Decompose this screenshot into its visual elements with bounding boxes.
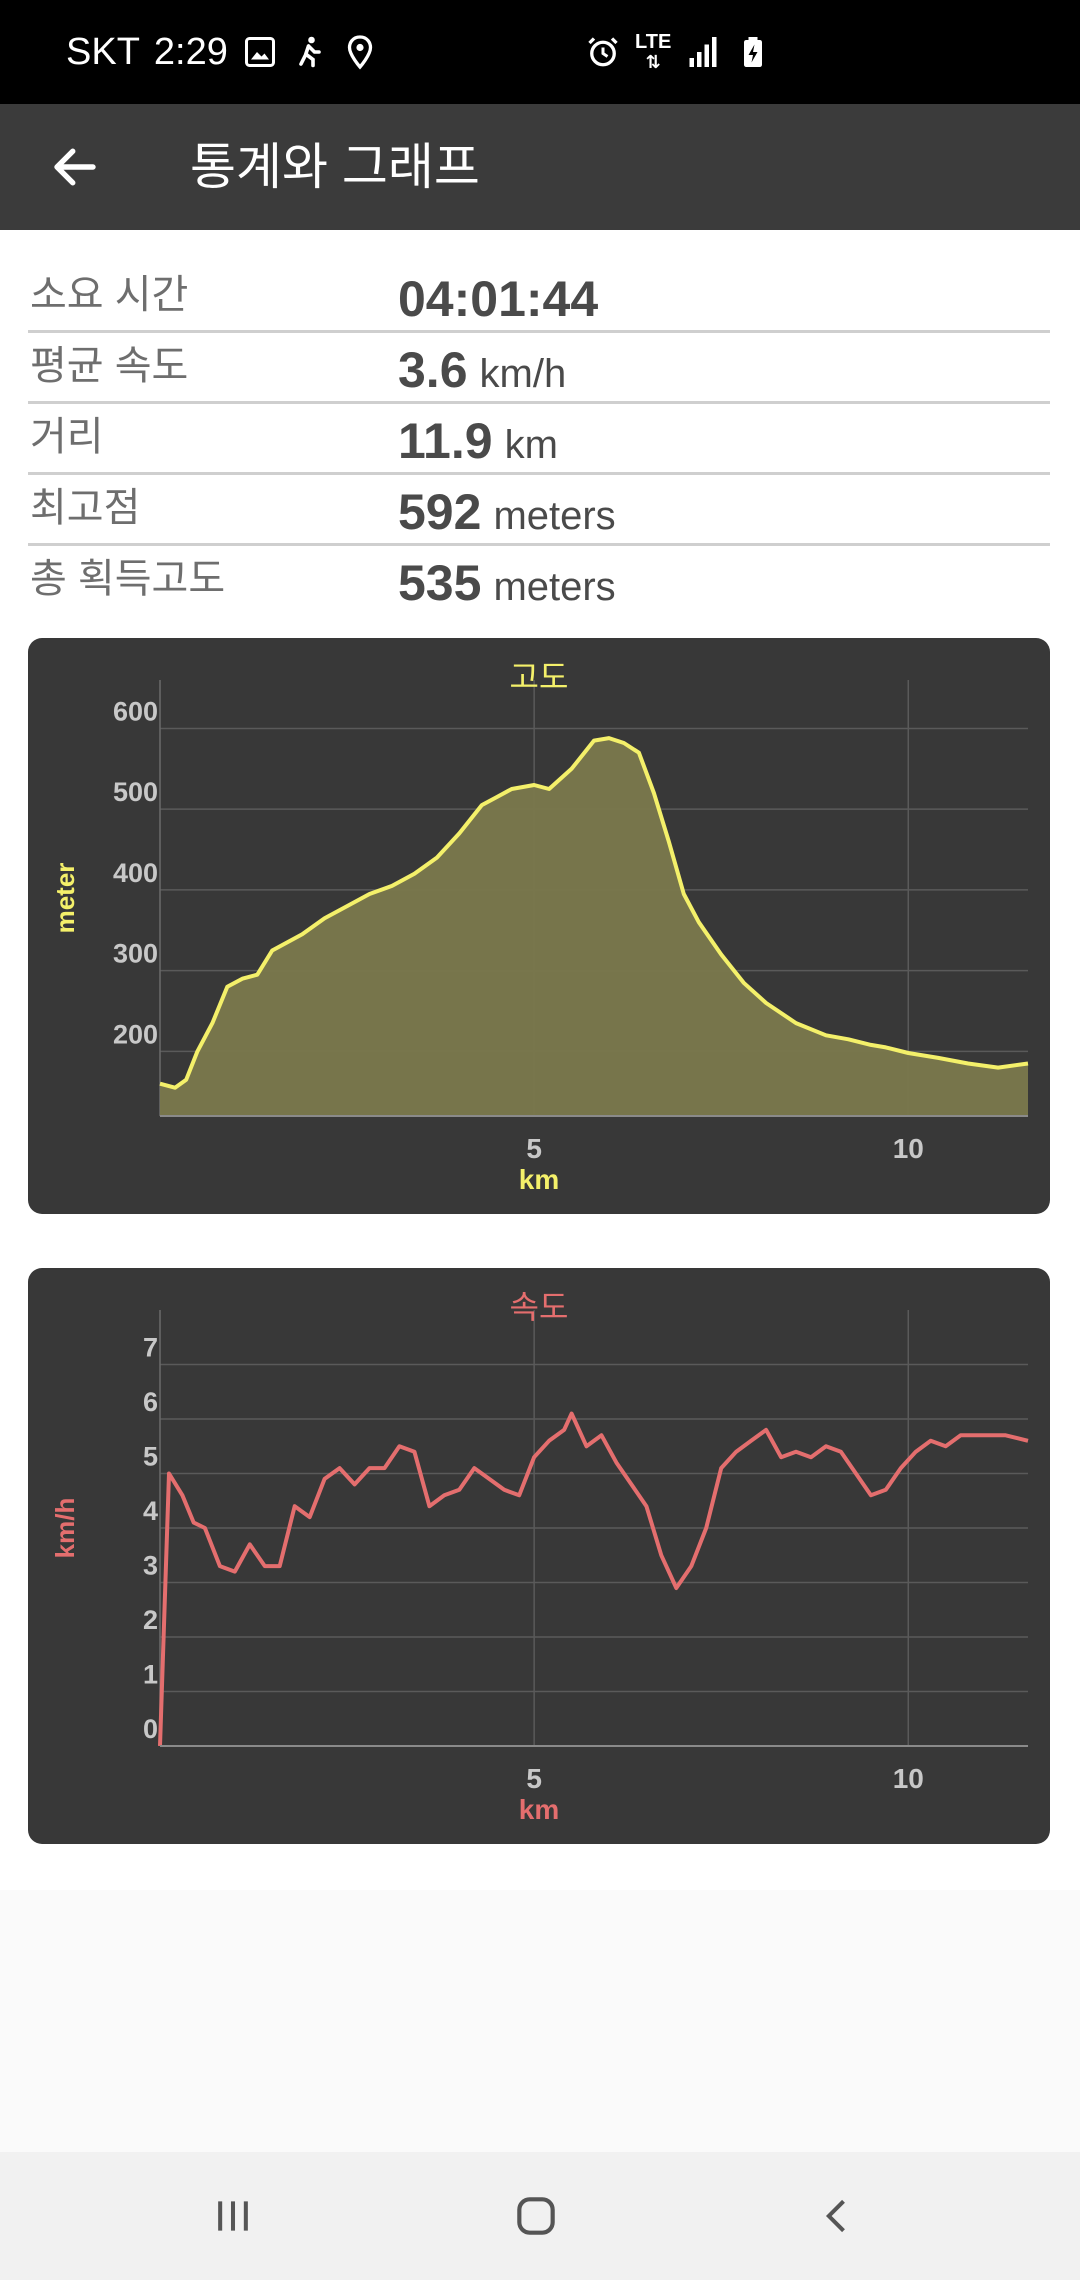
x-tick-label: 5	[526, 1133, 542, 1164]
alarm-icon	[588, 37, 618, 67]
data-arrows-icon: ⇅	[645, 52, 661, 72]
signal-icon	[689, 37, 717, 67]
stat-row-avg-speed: 평균 속도 3.6 km/h	[28, 331, 1050, 404]
home-icon	[517, 2197, 555, 2235]
y-tick-label: 6	[143, 1387, 158, 1417]
status-right: LTE ⇅	[585, 0, 771, 104]
series-area-fill	[160, 738, 1028, 1116]
stat-row-duration: 소요 시간 04:01:44	[28, 260, 1050, 333]
y-tick-label: 3	[143, 1551, 158, 1581]
network-label: LTE	[635, 31, 672, 53]
y-tick-label: 5	[143, 1442, 158, 1472]
y-tick-label: 200	[113, 1019, 158, 1049]
y-axis-label: km/h	[50, 1498, 80, 1559]
chart-title: 속도	[510, 1289, 569, 1325]
y-tick-label: 2	[143, 1605, 158, 1635]
stat-label: 평균 속도	[30, 344, 189, 388]
navigation-bar	[0, 2152, 1080, 2280]
hiking-icon	[299, 36, 321, 68]
stat-label: 소요 시간	[30, 273, 189, 317]
x-axis-label: km	[519, 1794, 559, 1825]
nav-back-button[interactable]	[793, 2176, 883, 2256]
y-tick-label: 500	[113, 777, 158, 807]
stat-unit: meters	[493, 565, 616, 609]
elevation-chart: 200 300 400 500 600 5 10 고도 km meter	[50, 659, 1029, 1195]
stat-value: 535 meters	[398, 554, 616, 612]
back-icon	[825, 2199, 845, 2233]
stat-value: 04:01:44	[398, 270, 610, 328]
y-tick-label: 300	[113, 939, 158, 969]
location-pin-icon	[347, 35, 373, 70]
stat-number: 11.9	[398, 413, 493, 469]
recents-icon	[218, 2201, 248, 2231]
battery-charging-icon	[744, 37, 763, 67]
recents-button[interactable]	[188, 2176, 278, 2256]
app-bar: 통계와 그래프	[0, 104, 1080, 230]
stat-value: 3.6 km/h	[398, 341, 566, 399]
speed-chart-card: 0 1 2 3 4 5 6 7 5 10 속도 km km/h	[28, 1268, 1050, 1844]
y-tick-label: 7	[143, 1333, 158, 1363]
stat-value: 592 meters	[398, 483, 616, 541]
y-tick-label: 4	[143, 1496, 158, 1526]
series-line	[159, 736, 1029, 1090]
stat-number: 3.6	[398, 342, 468, 398]
stats-content: 소요 시간 04:01:44 평균 속도 3.6 km/h 거리 11.9 km 최…	[0, 230, 1080, 1890]
stat-unit: km/h	[479, 352, 567, 396]
home-button[interactable]	[491, 2176, 581, 2256]
stat-number: 04:01:44	[398, 271, 599, 327]
status-left: SKT 2:29	[66, 0, 378, 104]
series-line	[158, 1411, 1029, 1747]
stat-row-distance: 거리 11.9 km	[28, 402, 1050, 475]
x-axis-label: km	[519, 1164, 559, 1195]
y-tick-label: 0	[143, 1714, 158, 1744]
status-bar: SKT 2:29 LTE ⇅	[0, 0, 1080, 104]
chart-title: 고도	[510, 659, 569, 695]
x-tick-label: 5	[526, 1763, 542, 1794]
lte-icon: LTE ⇅	[635, 32, 671, 72]
back-button[interactable]	[30, 122, 120, 212]
stat-unit: meters	[493, 494, 616, 538]
stat-row-elevation-gain: 총 획득고도 535 meters	[28, 544, 1050, 614]
gallery-icon	[244, 37, 275, 67]
y-tick-label: 600	[113, 696, 158, 726]
clock: 2:29	[153, 30, 228, 73]
elevation-chart-card: 200 300 400 500 600 5 10 고도 km meter	[28, 638, 1050, 1214]
stat-value: 11.9 km	[398, 412, 558, 470]
y-axis-label: meter	[50, 863, 80, 934]
stat-label: 거리	[30, 415, 104, 459]
arrow-left-icon	[54, 148, 96, 186]
y-tick-label: 1	[143, 1660, 158, 1690]
stat-row-highest-point: 최고점 592 meters	[28, 473, 1050, 546]
stat-label: 총 획득고도	[30, 557, 226, 601]
stat-number: 592	[398, 484, 482, 540]
x-tick-label: 10	[893, 1763, 924, 1794]
speed-chart: 0 1 2 3 4 5 6 7 5 10 속도 km km/h	[50, 1289, 1029, 1825]
y-tick-label: 400	[113, 858, 158, 888]
stat-label: 최고점	[30, 486, 141, 530]
stat-unit: km	[504, 423, 558, 467]
carrier: SKT	[66, 30, 140, 73]
stat-number: 535	[398, 555, 482, 611]
x-tick-label: 10	[893, 1133, 924, 1164]
page-title: 통계와 그래프	[190, 139, 480, 195]
